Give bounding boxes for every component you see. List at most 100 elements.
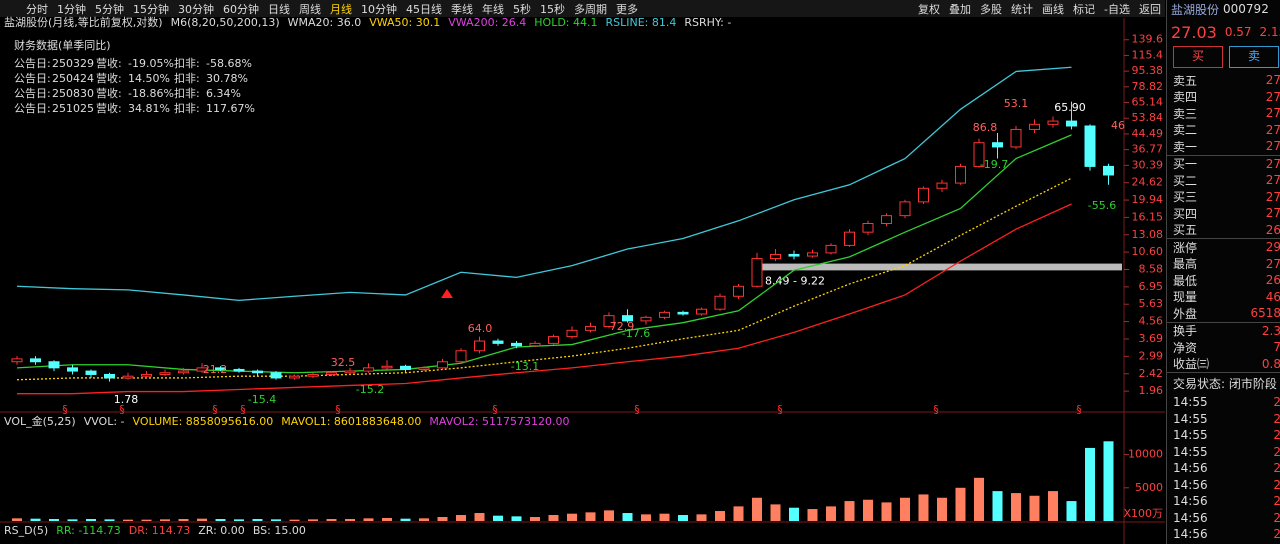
fin: 净资 7 [1167, 339, 1280, 356]
indicator-line [16, 177, 1072, 381]
period-tab[interactable]: 30分钟 [178, 2, 214, 16]
y-tick-label: 13.08 [1132, 228, 1164, 241]
tick-trade-label: 14:56 [1173, 527, 1208, 542]
period-tab[interactable]: 15秒 [540, 2, 565, 16]
period-tab[interactable]: 45日线 [406, 2, 442, 16]
candle-body [159, 372, 171, 375]
volume-bar [826, 506, 836, 521]
tool-button[interactable]: 返回 [1139, 2, 1161, 16]
label: 营收: [96, 56, 122, 70]
volume-bar [493, 515, 503, 521]
order-level-label: 买一 [1173, 157, 1198, 172]
tool-button[interactable]: 画线 [1042, 2, 1065, 16]
annotation: 21.2 [203, 363, 228, 376]
order-level: 卖一 27 [1167, 138, 1280, 155]
volume-bar [974, 477, 984, 521]
tool-button[interactable]: 叠加 [949, 2, 972, 16]
indicator-value: M6(8,20,50,200,13) [171, 16, 280, 29]
tool-button[interactable]: 复权 [918, 2, 941, 16]
date: 250424 [52, 72, 94, 85]
indicator-line [16, 66, 1072, 302]
period-tab[interactable]: 10分钟 [361, 2, 397, 16]
tool-button[interactable]: 多股 [980, 2, 1003, 16]
candle-body [825, 244, 837, 254]
tool-button[interactable]: -自选 [1104, 2, 1130, 16]
indicator-value: VOLUME: 8858095616.00 [133, 415, 274, 428]
y-tick-label: 36.77 [1132, 143, 1164, 156]
volume-bar [382, 518, 392, 521]
y-tick-label: 5000 [1135, 481, 1163, 494]
tick-trade: 14:56 2 [1167, 460, 1280, 477]
candle-body [178, 370, 189, 374]
y-tick-label: 19.94 [1132, 193, 1164, 206]
candle-body [289, 375, 300, 379]
indicator-value: HOLD: 44.1 [534, 16, 597, 29]
period-tab[interactable]: 日线 [268, 2, 290, 16]
trade-buttons: 买卖 [1167, 46, 1280, 72]
period-tab[interactable]: 分时 [26, 2, 48, 16]
stat: 外盘 6518 [1167, 305, 1280, 322]
period-tab[interactable]: 多周期 [574, 2, 607, 16]
status: 交易状态: 闭市阶段 [1167, 372, 1280, 394]
period-tab[interactable]: 5分钟 [95, 2, 124, 16]
indicator-value: RR: -114.73 [56, 524, 121, 537]
label: 扣非: [174, 56, 200, 70]
period-tab[interactable]: 5秒 [513, 2, 531, 16]
tick-trade-value: 2 [1233, 412, 1280, 426]
candle-body [566, 329, 578, 338]
change-pct: 2.15 [1259, 25, 1280, 39]
candle-body [307, 373, 319, 377]
stock-code: 000792 [1223, 2, 1269, 16]
volume-bar [696, 514, 707, 521]
stat: 最低 26 [1167, 272, 1280, 289]
period-tab[interactable]: 更多 [616, 2, 638, 16]
revenue: -18.86% [128, 87, 174, 100]
tool-button[interactable]: 标记 [1073, 2, 1096, 16]
period-tab[interactable]: 季线 [451, 2, 473, 16]
volume-bar [363, 518, 374, 521]
sep [1167, 321, 1280, 323]
volume-bar [104, 519, 115, 521]
zone-label: 8.49 - 9.22 [765, 274, 825, 287]
period-tab[interactable]: 月线 [330, 2, 352, 16]
order-level: 买五 26 [1167, 222, 1280, 239]
period-tab[interactable]: 年线 [482, 2, 504, 16]
buy-button[interactable]: 买 [1173, 46, 1223, 68]
quote-header: 盐湖股份 000792 [1167, 0, 1280, 18]
volume-bar [1085, 447, 1095, 521]
tick-trade-value: 2 [1233, 428, 1280, 442]
period-tab[interactable]: 60分钟 [223, 2, 259, 16]
tick-trade: 14:56 2 [1167, 510, 1280, 527]
stat: 最高 27 [1167, 256, 1280, 273]
order-level: 买四 27 [1167, 205, 1280, 222]
order-level-label: 买二 [1173, 173, 1198, 188]
fin-value: 7 [1233, 340, 1280, 354]
order-level-label: 卖二 [1173, 123, 1198, 138]
candle-body [955, 165, 966, 184]
period-tab[interactable]: 1分钟 [57, 2, 86, 16]
revenue: 14.50% [128, 72, 170, 85]
annotation: -13.1 [511, 360, 539, 373]
label: 公告日: [14, 102, 51, 115]
volume-bar [30, 518, 41, 521]
sell-button[interactable]: 卖 [1229, 46, 1279, 68]
candle-body [455, 350, 467, 363]
panel-title: VOL_金(5,25) [4, 414, 76, 428]
period-tab[interactable]: 15分钟 [133, 2, 169, 16]
candle-body [585, 325, 596, 331]
period-tab[interactable]: 周线 [299, 2, 321, 16]
volume-bar [178, 519, 189, 521]
volume-bar [437, 517, 448, 521]
volume-bar [326, 519, 337, 521]
fin-label: 净资 [1173, 340, 1198, 355]
stat: 现量 46 [1167, 289, 1280, 306]
candle-body [363, 367, 374, 372]
panel-title: RS_D(5) [4, 524, 48, 537]
order-level-value: 27 [1265, 173, 1280, 188]
tick-trade-label: 14:56 [1173, 510, 1208, 525]
candle-body [603, 315, 615, 327]
annotation: 1.78 [114, 393, 139, 406]
tool-button[interactable]: 统计 [1011, 2, 1034, 16]
volume-bar [271, 519, 281, 521]
